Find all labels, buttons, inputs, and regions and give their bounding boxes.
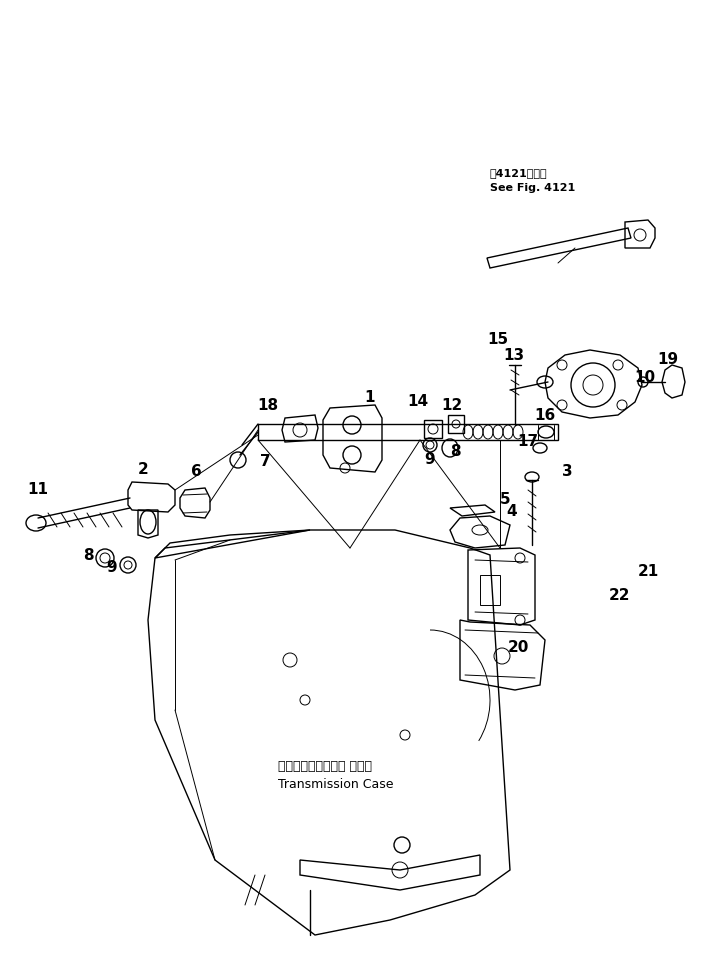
Text: 17: 17 bbox=[518, 435, 538, 450]
Text: 9: 9 bbox=[106, 560, 117, 575]
Text: 14: 14 bbox=[408, 394, 428, 410]
Bar bbox=[424, 420, 442, 438]
Text: 11: 11 bbox=[28, 483, 49, 497]
Text: 16: 16 bbox=[534, 408, 555, 422]
Text: 22: 22 bbox=[609, 588, 630, 602]
Text: 3: 3 bbox=[562, 464, 573, 480]
Text: 19: 19 bbox=[658, 352, 678, 368]
Text: 20: 20 bbox=[508, 640, 528, 656]
Text: 笥4121図参照: 笥4121図参照 bbox=[490, 168, 548, 178]
Text: 12: 12 bbox=[441, 398, 463, 413]
Text: 7: 7 bbox=[260, 454, 271, 470]
Text: 2: 2 bbox=[138, 462, 149, 478]
Text: 1: 1 bbox=[365, 390, 376, 406]
Text: 9: 9 bbox=[425, 452, 436, 467]
Text: 13: 13 bbox=[503, 347, 525, 363]
Text: 18: 18 bbox=[258, 399, 278, 414]
Text: 6: 6 bbox=[191, 464, 201, 480]
Text: 21: 21 bbox=[638, 564, 658, 580]
Text: トランスミッション ケース: トランスミッション ケース bbox=[278, 760, 372, 773]
Text: 8: 8 bbox=[450, 445, 461, 459]
Text: 15: 15 bbox=[488, 333, 508, 347]
Text: Transmission Case: Transmission Case bbox=[278, 778, 393, 791]
Bar bbox=[448, 415, 464, 433]
Text: 4: 4 bbox=[507, 504, 518, 520]
Text: See Fig. 4121: See Fig. 4121 bbox=[490, 183, 575, 193]
Text: 8: 8 bbox=[83, 549, 94, 563]
Text: 10: 10 bbox=[635, 371, 655, 385]
Bar bbox=[480, 575, 500, 605]
Text: 5: 5 bbox=[500, 492, 511, 508]
